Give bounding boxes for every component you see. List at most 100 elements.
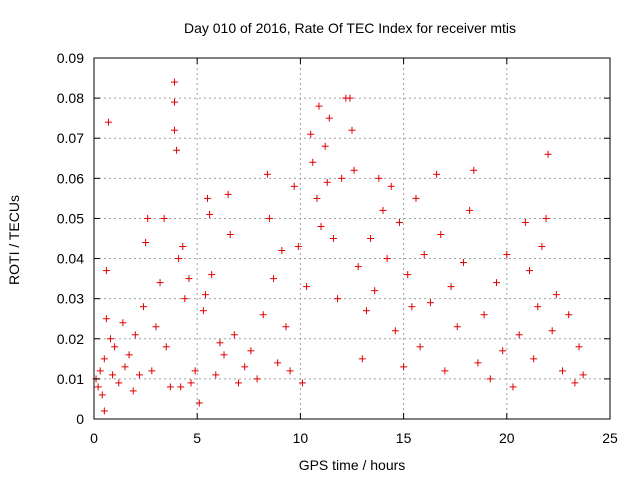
data-point <box>173 146 181 154</box>
x-tick-label: 0 <box>90 430 98 446</box>
y-tick-label: 0.06 <box>57 170 84 186</box>
data-point <box>313 194 321 202</box>
data-point <box>329 235 337 242</box>
data-point <box>499 347 507 355</box>
data-point <box>441 367 449 375</box>
data-point <box>156 279 164 287</box>
data-point <box>195 399 203 407</box>
data-point <box>303 283 311 291</box>
data-point <box>544 150 552 158</box>
data-point <box>480 311 488 319</box>
data-point <box>241 363 249 371</box>
axis-ticks <box>93 57 611 420</box>
data-point <box>119 319 127 327</box>
data-point <box>542 214 550 222</box>
data-point <box>459 259 467 267</box>
data-point <box>515 331 523 339</box>
data-point <box>387 182 395 190</box>
data-point <box>358 355 366 363</box>
data-point <box>247 347 255 355</box>
data-point <box>270 275 278 283</box>
data-point <box>367 235 375 242</box>
data-point <box>175 255 183 263</box>
data-point <box>201 291 209 299</box>
data-point <box>404 271 412 279</box>
data-point <box>230 331 238 339</box>
data-point <box>383 255 391 263</box>
data-point <box>420 251 428 259</box>
y-tick-label: 0.09 <box>57 50 84 66</box>
y-tick-label: 0.07 <box>57 130 84 146</box>
data-point <box>379 206 387 214</box>
data-point <box>234 379 242 387</box>
grid-lines <box>94 58 610 419</box>
data-point <box>309 158 317 166</box>
data-point <box>216 339 224 347</box>
data-point <box>212 371 220 379</box>
data-point <box>575 343 583 351</box>
data-point <box>552 291 560 299</box>
data-point <box>400 363 408 371</box>
data-point <box>453 323 461 331</box>
data-point <box>348 126 356 134</box>
x-axis-label: GPS time / hours <box>299 457 406 473</box>
data-point <box>470 166 478 174</box>
data-point <box>140 303 148 311</box>
data-point <box>509 383 517 391</box>
data-point <box>416 343 424 351</box>
data-point <box>170 78 178 86</box>
data-point <box>334 295 342 303</box>
data-point <box>579 371 587 379</box>
data-point <box>391 327 399 335</box>
x-tick-label: 15 <box>396 430 412 446</box>
data-point <box>503 251 511 259</box>
data-point <box>104 118 112 126</box>
data-point <box>226 230 234 238</box>
data-point <box>559 367 567 375</box>
y-tick-label: 0.02 <box>57 331 84 347</box>
data-point <box>548 327 556 335</box>
data-point <box>107 335 115 343</box>
data-point <box>263 170 271 178</box>
data-point <box>315 102 323 110</box>
data-point <box>278 247 286 255</box>
data-point <box>100 407 108 415</box>
data-point <box>135 371 143 379</box>
data-point <box>160 214 168 222</box>
data-point <box>166 383 174 391</box>
data-point <box>102 315 110 323</box>
data-point <box>125 351 133 359</box>
data-point <box>187 379 195 387</box>
data-point <box>131 331 139 339</box>
data-point <box>282 323 290 331</box>
data-point <box>98 391 106 399</box>
y-tick-label: 0.03 <box>57 291 84 307</box>
data-point <box>362 307 370 315</box>
data-point <box>224 190 232 198</box>
data-point <box>307 130 315 138</box>
data-point <box>265 214 273 222</box>
data-point <box>323 178 331 186</box>
data-point <box>521 218 529 226</box>
data-point <box>565 311 573 319</box>
x-tick-label: 25 <box>602 430 618 446</box>
data-point <box>571 379 579 387</box>
data-point <box>162 343 170 351</box>
y-tick-label: 0.01 <box>57 371 84 387</box>
data-point <box>220 351 228 359</box>
data-point <box>152 323 160 331</box>
data-point <box>325 114 333 122</box>
data-point <box>274 359 282 367</box>
data-point <box>96 367 104 375</box>
data-point <box>170 98 178 106</box>
data-point <box>102 267 110 275</box>
data-point <box>317 222 325 230</box>
data-point <box>100 355 108 363</box>
data-point <box>199 307 207 315</box>
data-point <box>486 375 494 383</box>
x-tick-labels: 0 5 10 15 20 25 <box>90 430 618 446</box>
x-tick-label: 20 <box>499 430 515 446</box>
data-points <box>92 78 587 415</box>
data-point <box>530 355 538 363</box>
y-tick-label: 0.08 <box>57 90 84 106</box>
